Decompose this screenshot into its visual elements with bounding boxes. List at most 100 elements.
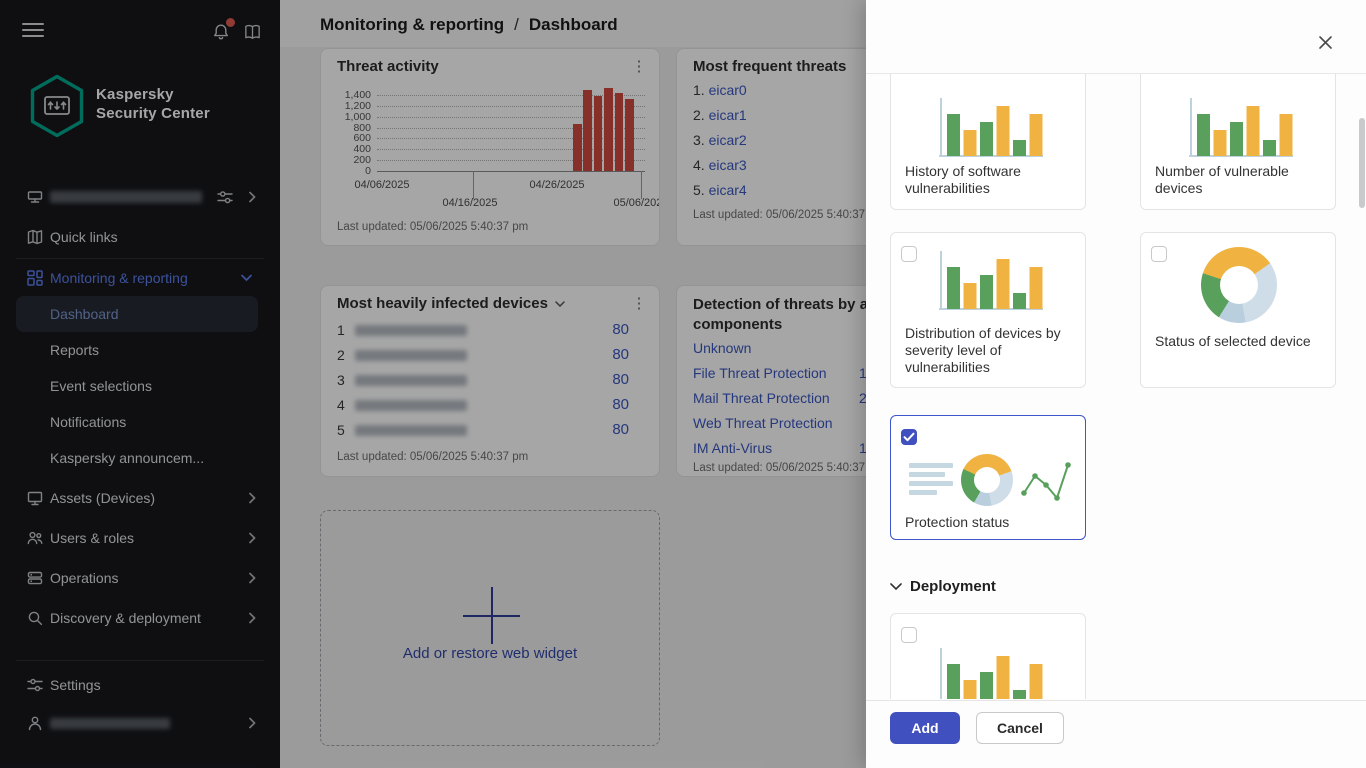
sidebar-item-monitoring-reporting[interactable]: Monitoring & reporting [0,262,280,294]
sidebar-item-discovery-deployment[interactable]: Discovery & deployment [0,602,280,634]
component-link[interactable]: Web Threat Protection [693,415,833,431]
infection-count[interactable]: 80 [612,396,629,413]
threat-link[interactable]: eicar0 [708,82,747,98]
widget-card-status-selected-device[interactable]: Status of selected device [1140,232,1336,388]
device-name-redacted [355,350,467,361]
sidebar-divider [16,258,264,259]
sidebar-item-kaspersky-announcements[interactable]: Kaspersky announcem... [0,442,280,474]
gridline [377,149,645,151]
widget-menu-button[interactable]: ⋮ [629,57,649,77]
widget-card-number-vulnerable-devices[interactable]: Number of vulnerable devices [1140,74,1336,210]
panel-footer-divider [866,700,1366,701]
widget-card-history-software-vulnerabilities[interactable]: History of software vulnerabilities [890,74,1086,210]
infection-count[interactable]: 80 [612,371,629,388]
check-icon [903,432,915,442]
hamburger-icon [22,23,44,25]
add-widget-placeholder[interactable]: Add or restore web widget [320,510,660,746]
bar-chart-thumbnail-icon [1189,98,1293,157]
sidebar-item-users-roles[interactable]: Users & roles [0,522,280,554]
infection-count[interactable]: 80 [612,346,629,363]
widget-card-distribution-severity-vulnerabilities[interactable]: Distribution of devices by severity leve… [890,232,1086,388]
component-link[interactable]: IM Anti-Virus [693,440,773,456]
server-name-redacted [50,191,202,203]
threat-list-item: 2. eicar1 [693,107,747,123]
threat-list-item: 3. eicar2 [693,132,747,148]
sidebar-item-operations[interactable]: Operations [0,562,280,594]
component-link[interactable]: Unknown [693,340,752,356]
sliders-icon [26,676,44,694]
notifications-button[interactable] [211,18,235,43]
threat-list-item: 4. eicar3 [693,157,747,173]
widget-menu-button[interactable]: ⋮ [629,294,649,314]
threat-link[interactable]: eicar1 [708,107,747,123]
dashboard-grid-icon [26,269,44,287]
username-redacted [50,718,170,729]
widget-card-label: Status of selected device [1155,333,1311,349]
close-icon [1319,35,1332,49]
chevron-down-icon [890,582,902,590]
widget-checkbox[interactable] [1151,246,1167,262]
bar-chart-thumbnail-icon [939,98,1043,157]
sidebar-divider [16,660,264,661]
gridline [377,160,645,162]
sidebar-item-label: Discovery & deployment [50,610,201,626]
sidebar-item-reports[interactable]: Reports [0,334,280,366]
section-deployment-toggle[interactable]: Deployment [890,578,996,595]
widget-title-row[interactable]: Most heavily infected devices [337,295,565,312]
chevron-right-icon [249,191,256,203]
sidebar-item-notifications[interactable]: Notifications [0,406,280,438]
book-icon [243,23,263,41]
infection-count[interactable]: 80 [612,321,629,338]
x-axis-tick-label: 05/06/2025 [613,197,659,209]
sidebar-item-settings[interactable]: Settings [0,669,280,701]
sidebar-item-dashboard[interactable]: Dashboard [0,298,280,330]
app-title-line1: Kaspersky [96,86,174,103]
donut-chart-thumbnail-icon [961,454,1013,506]
threat-activity-bar [614,93,624,171]
widget-card-protection-status[interactable]: Protection status [890,415,1086,540]
component-link[interactable]: Mail Threat Protection [693,390,830,406]
breadcrumb: Monitoring & reporting / Dashboard [320,15,618,35]
widget-title: Most frequent threats [693,58,847,75]
widget-checkbox[interactable] [901,627,917,643]
app-title-line2: Security Center [96,105,210,122]
kebab-icon: ⋮ [631,58,647,75]
panel-scrollbar-thumb[interactable] [1359,118,1365,208]
cancel-button[interactable]: Cancel [976,712,1064,744]
threat-link[interactable]: eicar3 [708,157,747,173]
component-link[interactable]: File Threat Protection [693,365,827,381]
gridline [377,95,645,96]
close-button[interactable] [1318,28,1346,56]
chevron-right-icon [249,492,256,504]
sidebar-item-user-account[interactable] [0,707,280,739]
widget-threat-activity: Threat activity ⋮ 1,400 1,200 1,000 800 600 4… [320,48,660,246]
bar-chart-thumbnail-icon [939,251,1043,310]
last-updated-text: Last updated: 05/06/2025 5:40:37 pm [337,221,529,233]
breadcrumb-parent[interactable]: Monitoring & reporting [320,15,505,34]
server-properties-icon[interactable] [216,188,234,206]
menu-toggle-button[interactable] [22,23,44,39]
add-widget-panel: History of software vulnerabilities Numb… [866,0,1366,768]
device-name-redacted [355,400,467,411]
widget-card-deployment-partial[interactable] [890,613,1086,699]
infection-count[interactable]: 80 [612,421,629,438]
map-icon [26,228,44,246]
gridline [377,116,645,118]
sidebar-item-quick-links[interactable]: Quick links [0,221,280,253]
widget-checkbox[interactable] [901,246,917,262]
donut-chart-thumbnail-icon [1201,247,1277,323]
sidebar-item-event-selections[interactable]: Event selections [0,370,280,402]
threat-activity-bar [593,96,603,171]
x-axis-tick [641,171,642,199]
threat-activity-chart: 1,400 1,200 1,000 800 600 400 200 0 04/06/2025 04… [321,49,659,209]
sidebar-item-label: Settings [50,677,101,693]
threat-link[interactable]: eicar4 [708,182,747,198]
sidebar-item-assets-devices[interactable]: Assets (Devices) [0,482,280,514]
server-selector[interactable] [0,181,280,213]
widget-checkbox-checked[interactable] [901,429,917,445]
sidebar: Kaspersky Security Center [0,0,280,768]
add-button[interactable]: Add [890,712,960,744]
help-button[interactable] [243,22,263,42]
threat-link[interactable]: eicar2 [708,132,747,148]
